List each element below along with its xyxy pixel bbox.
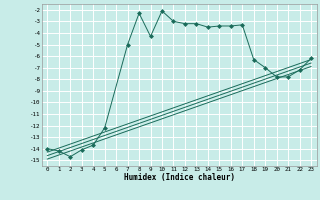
X-axis label: Humidex (Indice chaleur): Humidex (Indice chaleur)	[124, 173, 235, 182]
